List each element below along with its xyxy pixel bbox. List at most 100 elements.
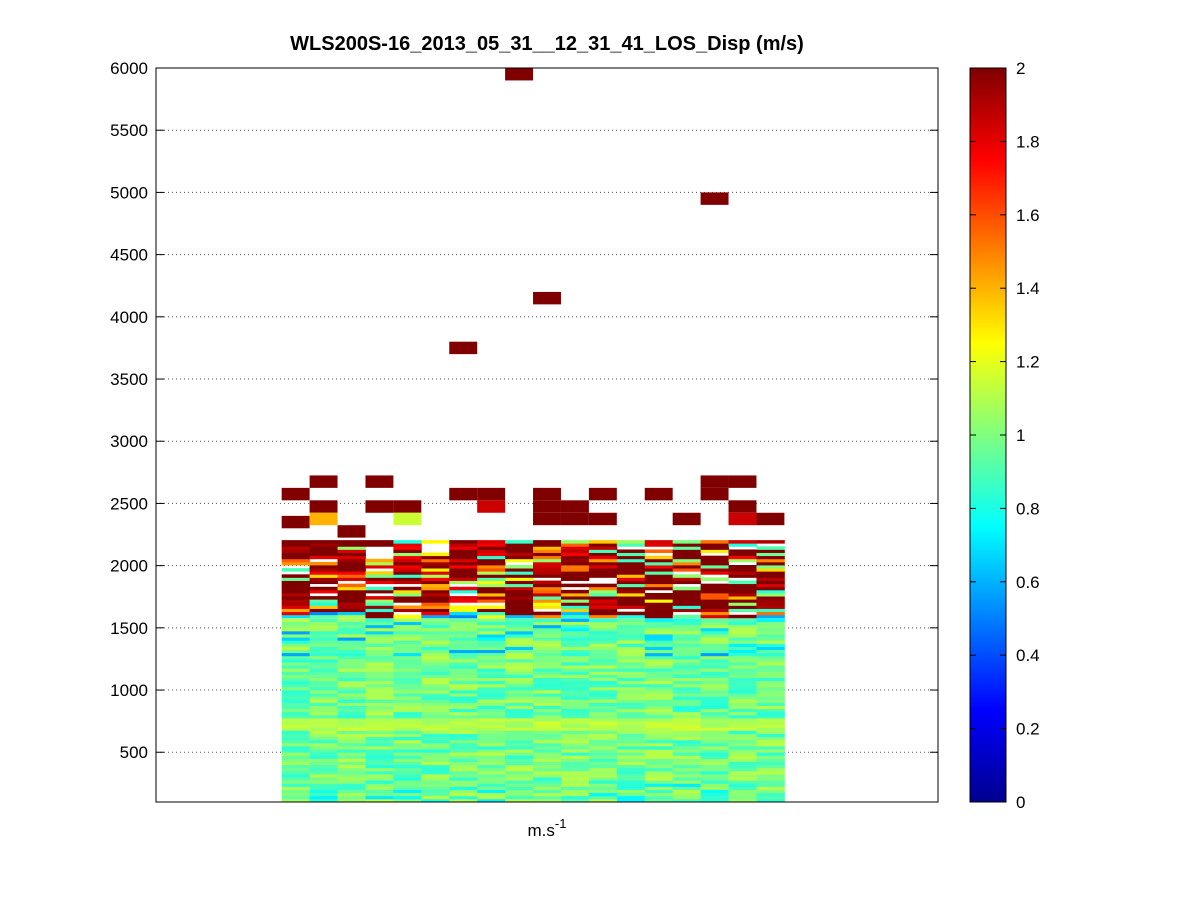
heatmap-cell <box>337 592 366 597</box>
heatmap-cell <box>644 658 674 663</box>
heatmap-cell <box>616 690 646 694</box>
heatmap-cell <box>588 605 618 609</box>
y-axis-ticks: 5001000150020002500300035004000450050005… <box>110 59 938 762</box>
heatmap-cell <box>533 549 562 553</box>
heatmap-cell <box>672 630 702 635</box>
heatmap-cell <box>756 702 785 706</box>
heatmap-cell <box>421 761 450 766</box>
heatmap-cell <box>728 798 757 803</box>
heatmap-cell <box>672 640 702 644</box>
heatmap-cell <box>616 739 646 744</box>
heatmap-cell <box>756 786 785 790</box>
heatmap-cells <box>281 68 785 803</box>
heatmap-cell <box>477 727 506 731</box>
heatmap-cell <box>560 599 590 603</box>
heatmap-cell <box>616 761 646 766</box>
heatmap-cell <box>560 552 590 557</box>
heatmap-cell <box>281 583 311 588</box>
heatmap-cell <box>421 798 450 803</box>
heatmap-cell <box>477 618 506 623</box>
heatmap-cell <box>365 665 394 669</box>
heatmap-cell <box>505 643 534 647</box>
heatmap-cell <box>281 755 311 759</box>
heatmap-cell <box>588 724 618 728</box>
heatmap-cell <box>588 649 618 654</box>
heatmap-cell <box>560 624 590 629</box>
heatmap-cell <box>281 783 311 787</box>
heatmap-cell <box>309 671 338 675</box>
heatmap-cell <box>477 568 506 572</box>
heatmap-cell <box>728 671 757 675</box>
heatmap-cell <box>281 574 311 578</box>
heatmap-cell <box>728 646 757 651</box>
heatmap-cell <box>309 665 338 669</box>
heatmap-cell <box>337 665 366 669</box>
heatmap-cell <box>337 770 366 775</box>
heatmap-cell <box>309 634 338 638</box>
heatmap-cell <box>728 555 757 560</box>
heatmap-cell <box>644 680 674 685</box>
heatmap-cell <box>505 690 534 694</box>
heatmap-cell <box>365 668 394 672</box>
heatmap-cell <box>505 761 534 766</box>
heatmap-cell <box>449 487 478 501</box>
heatmap-cell <box>533 693 562 697</box>
heatmap-cell <box>365 798 394 803</box>
heatmap-cell <box>365 574 394 578</box>
heatmap-cell <box>756 611 785 616</box>
heatmap-cell <box>672 618 702 623</box>
heatmap-cell <box>477 665 506 669</box>
heatmap-cell <box>449 608 478 613</box>
heatmap-cell <box>505 602 534 606</box>
heatmap-cell <box>588 721 618 725</box>
heatmap-cell <box>309 764 338 769</box>
heatmap-cell <box>533 592 562 597</box>
heatmap-cell <box>505 605 534 609</box>
heatmap-cell <box>533 699 562 703</box>
heatmap-cell <box>337 733 366 738</box>
heatmap-cell <box>309 643 338 647</box>
heatmap-cell <box>728 614 757 619</box>
heatmap-cell <box>588 696 618 700</box>
heatmap-cell <box>365 764 394 769</box>
heatmap-cell <box>281 718 311 722</box>
heatmap-cell <box>449 662 478 666</box>
heatmap-cell <box>337 549 366 553</box>
heatmap-cell <box>337 525 366 538</box>
heatmap-cell <box>616 649 646 654</box>
heatmap-cell <box>393 724 422 728</box>
heatmap-cell <box>365 614 394 619</box>
heatmap-cell <box>393 540 422 544</box>
heatmap-cell <box>421 755 450 759</box>
heatmap-cell <box>560 646 590 651</box>
heatmap-cell <box>756 630 785 635</box>
heatmap-cell <box>393 746 422 750</box>
heatmap-cell <box>309 599 338 603</box>
heatmap-cell <box>449 770 478 775</box>
heatmap-cell <box>309 752 338 756</box>
heatmap-cell <box>421 646 450 651</box>
heatmap-cell <box>449 767 478 772</box>
heatmap-cell <box>672 792 702 797</box>
heatmap-cell <box>700 611 729 616</box>
heatmap-cell <box>281 764 311 769</box>
heatmap-cell <box>700 724 729 728</box>
heatmap-cell <box>505 655 534 660</box>
heatmap-cell <box>449 665 478 669</box>
heatmap-cell <box>505 693 534 697</box>
heatmap-cell <box>365 630 394 635</box>
heatmap-cell <box>505 665 534 669</box>
heatmap-cell <box>700 708 729 713</box>
heatmap-cell <box>672 746 702 750</box>
heatmap-cell <box>505 558 534 563</box>
heatmap-cell <box>533 627 562 632</box>
heatmap-cell <box>560 555 590 560</box>
heatmap-cell <box>393 683 422 688</box>
heatmap-cell <box>756 733 785 738</box>
heatmap-cell <box>672 680 702 685</box>
heatmap-cell <box>309 789 338 794</box>
heatmap-cell <box>421 699 450 703</box>
heatmap-cell <box>477 630 506 635</box>
y-tick-label: 6000 <box>110 59 148 78</box>
heatmap-cell <box>672 705 702 710</box>
